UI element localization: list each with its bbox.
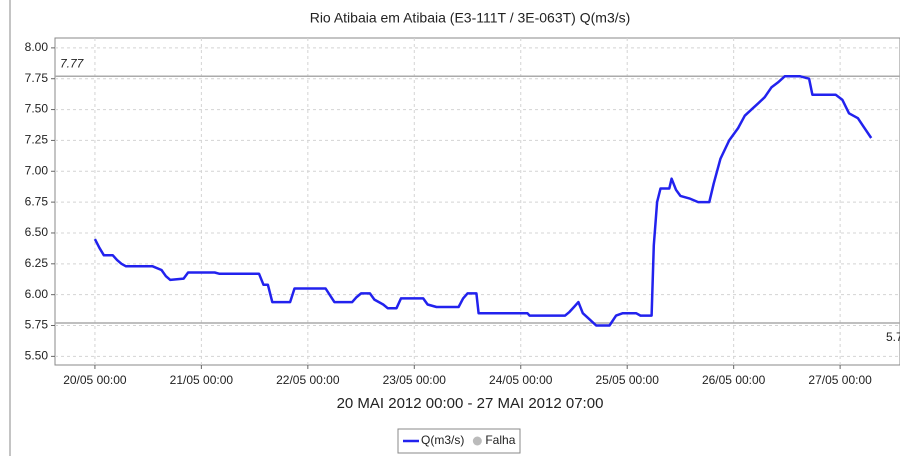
y-tick-label: 6.25 xyxy=(25,256,49,270)
x-tick-label: 27/05 00:00 xyxy=(808,373,872,387)
x-tick-label: 23/05 00:00 xyxy=(383,373,447,387)
legend: Q(m3/s) Falha xyxy=(397,428,521,454)
reference-label: 7.77 xyxy=(60,56,85,70)
y-tick-label: 5.50 xyxy=(25,349,49,363)
y-tick-label: 7.25 xyxy=(25,133,49,147)
x-tick-label: 25/05 00:00 xyxy=(596,373,660,387)
x-tick-label: 20/05 00:00 xyxy=(63,373,127,387)
legend-label: Falha xyxy=(485,433,515,447)
x-tick-label: 22/05 00:00 xyxy=(276,373,340,387)
x-tick-label: 21/05 00:00 xyxy=(170,373,234,387)
legend-label: Q(m3/s) xyxy=(421,433,464,447)
chart-title: Rio Atibaia em Atibaia (E3-111T / 3E-063… xyxy=(310,10,631,26)
x-tick-label: 24/05 00:00 xyxy=(489,373,553,387)
y-tick-label: 6.75 xyxy=(25,194,49,208)
y-tick-label: 6.50 xyxy=(25,225,49,239)
y-tick-label: 6.00 xyxy=(25,287,49,301)
legend-swatch xyxy=(472,436,482,446)
y-tick-label: 7.75 xyxy=(25,71,49,85)
y-tick-label: 5.75 xyxy=(25,318,49,332)
reference-label: 5.77 xyxy=(886,330,900,344)
y-tick-label: 8.00 xyxy=(25,40,49,54)
y-tick-label: 7.00 xyxy=(25,163,49,177)
chart-subtitle: 20 MAI 2012 00:00 - 27 MAI 2012 07:00 xyxy=(337,395,604,412)
x-tick-label: 26/05 00:00 xyxy=(702,373,766,387)
y-tick-label: 7.50 xyxy=(25,102,49,116)
data-line xyxy=(93,75,873,327)
